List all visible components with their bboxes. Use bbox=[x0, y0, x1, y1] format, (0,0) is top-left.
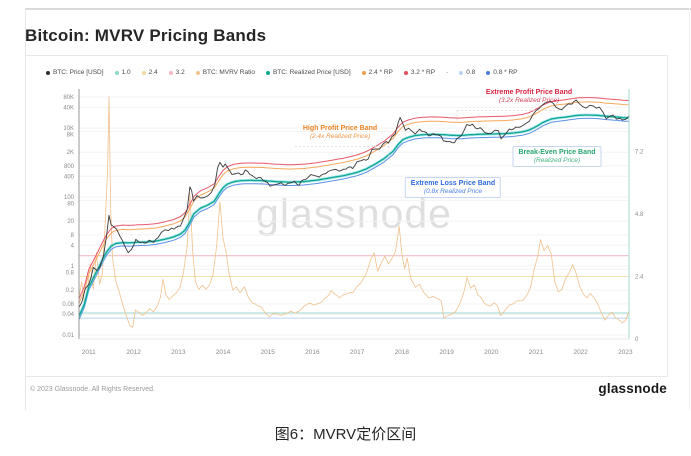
legend-dot-icon bbox=[195, 70, 200, 75]
right-axis-tick-label: 7.2 bbox=[635, 150, 644, 156]
legend-item[interactable]: 1.0 bbox=[114, 69, 131, 76]
y-axis-tick-label: 4 bbox=[71, 243, 75, 249]
series-band-0.8x bbox=[79, 117, 629, 321]
legend-label: 0.8 bbox=[466, 69, 476, 76]
series-band-3.2x bbox=[79, 97, 629, 300]
legend-dot-icon bbox=[114, 70, 119, 75]
legend-label: 1.0 bbox=[121, 69, 131, 76]
legend-item[interactable]: BTC: Realized Price [USD] bbox=[265, 69, 351, 76]
legend-label: 3.2 * RP bbox=[410, 69, 436, 76]
y-axis-tick-label: 1 bbox=[71, 264, 75, 270]
legend-label: 3.2 bbox=[175, 69, 185, 76]
copyright-text: © 2023 Glassnode. All Rights Reserved. bbox=[30, 386, 156, 393]
legend-item[interactable]: 0.8 * RP bbox=[486, 69, 518, 76]
legend-item[interactable]: 2.4 * RP bbox=[361, 69, 393, 76]
right-axis-tick-label: 4.8 bbox=[635, 212, 644, 218]
x-axis-year-label: 2015 bbox=[260, 349, 275, 356]
y-axis-tick-label: 800 bbox=[64, 164, 75, 170]
legend-label: BTC: Realized Price [USD] bbox=[272, 69, 351, 76]
series-band-2.4x bbox=[79, 101, 629, 304]
right-axis-tick-label: 0 bbox=[635, 337, 639, 343]
y-axis-tick-label: 10K bbox=[63, 126, 74, 132]
x-axis-year-label: 2017 bbox=[350, 349, 365, 356]
glassnode-watermark: glassnode bbox=[256, 190, 452, 237]
legend-dot-icon bbox=[403, 70, 408, 75]
legend-label: 0.8 * RP bbox=[493, 69, 518, 76]
figure-caption: 图6：MVRV定价区间 bbox=[274, 426, 417, 443]
y-axis-tick-label: 20 bbox=[67, 219, 74, 225]
legend-dot-icon bbox=[361, 70, 366, 75]
right-axis-tick-label: 2.4 bbox=[635, 275, 644, 281]
y-axis-tick-label: 40K bbox=[63, 105, 74, 111]
x-axis-year-label: 2013 bbox=[171, 349, 186, 356]
glassnode-logo: glassnode bbox=[598, 381, 667, 396]
legend-separator: - bbox=[446, 69, 449, 76]
y-axis-tick-label: 0.8 bbox=[66, 271, 75, 277]
series-realized-price bbox=[79, 114, 629, 317]
x-axis-year-label: 2021 bbox=[529, 349, 544, 356]
chart-panel: BTC: Price [USD] 1.0 2.4 3.2 BTC: MVRV Ratio… bbox=[25, 55, 668, 377]
y-axis-tick-label: 8K bbox=[67, 133, 74, 139]
legend-item[interactable]: BTC: Price [USD] bbox=[46, 69, 104, 76]
legend-item[interactable]: 0.8 bbox=[459, 69, 475, 76]
y-axis-tick-label: 0.2 bbox=[66, 288, 75, 294]
legend-dot-icon bbox=[486, 70, 491, 75]
legend-dot-icon bbox=[265, 70, 270, 75]
legend-item[interactable]: 3.2 bbox=[168, 69, 185, 76]
legend-item[interactable]: 2.4 bbox=[141, 69, 158, 76]
y-axis-tick-label: 8 bbox=[71, 233, 75, 239]
series-btc-price bbox=[79, 99, 629, 309]
y-axis-tick-label: 0.04 bbox=[62, 312, 74, 318]
legend-label: 2.4 bbox=[148, 69, 158, 76]
chart-legend: BTC: Price [USD] 1.0 2.4 3.2 BTC: MVRV Ratio… bbox=[46, 69, 659, 76]
legend-label: BTC: MVRV Ratio bbox=[202, 69, 255, 76]
x-axis-year-label: 2012 bbox=[126, 349, 141, 356]
legend-dot-icon bbox=[141, 70, 146, 75]
x-axis-year-label: 2020 bbox=[484, 349, 499, 356]
legend-dot-icon bbox=[459, 70, 464, 75]
x-axis-year-label: 2019 bbox=[439, 349, 454, 356]
legend-label: BTC: Price [USD] bbox=[53, 69, 104, 76]
y-axis-tick-label: 2K bbox=[67, 150, 74, 156]
y-axis-tick-label: 400 bbox=[64, 174, 75, 180]
y-axis-tick-label: 100 bbox=[64, 195, 75, 201]
chart-series-layer bbox=[79, 96, 629, 336]
page-right-divider bbox=[689, 8, 690, 410]
y-axis-tick-label: 0.01 bbox=[62, 333, 74, 339]
x-axis-year-label: 2023 bbox=[618, 349, 633, 356]
x-axis-year-label: 2018 bbox=[395, 349, 410, 356]
x-axis-year-label: 2022 bbox=[573, 349, 588, 356]
x-axis-year-label: 2011 bbox=[82, 349, 96, 356]
series-mvrv-ratio bbox=[79, 96, 629, 328]
legend-dot-icon bbox=[168, 70, 173, 75]
legend-label: 2.4 * RP bbox=[368, 69, 393, 76]
legend-dot-icon bbox=[46, 70, 50, 75]
legend-item[interactable]: 3.2 * RP bbox=[403, 69, 436, 76]
legend-item[interactable]: BTC: MVRV Ratio bbox=[195, 69, 255, 76]
series-realized-price-glow bbox=[79, 113, 629, 318]
y-axis-tick-label: 80K bbox=[63, 95, 74, 101]
y-axis-tick-label: 0.08 bbox=[62, 302, 74, 308]
x-axis-year-label: 2016 bbox=[305, 349, 320, 356]
y-axis-tick-label: 80 bbox=[67, 202, 74, 208]
chart-title: Bitcoin: MVRV Pricing Bands bbox=[25, 26, 267, 45]
chart-plot-area[interactable]: 80K40K10K8K2K80040010080208410.80.20.080… bbox=[26, 56, 669, 378]
x-axis-year-label: 2014 bbox=[216, 349, 231, 356]
page-top-divider bbox=[25, 8, 691, 10]
